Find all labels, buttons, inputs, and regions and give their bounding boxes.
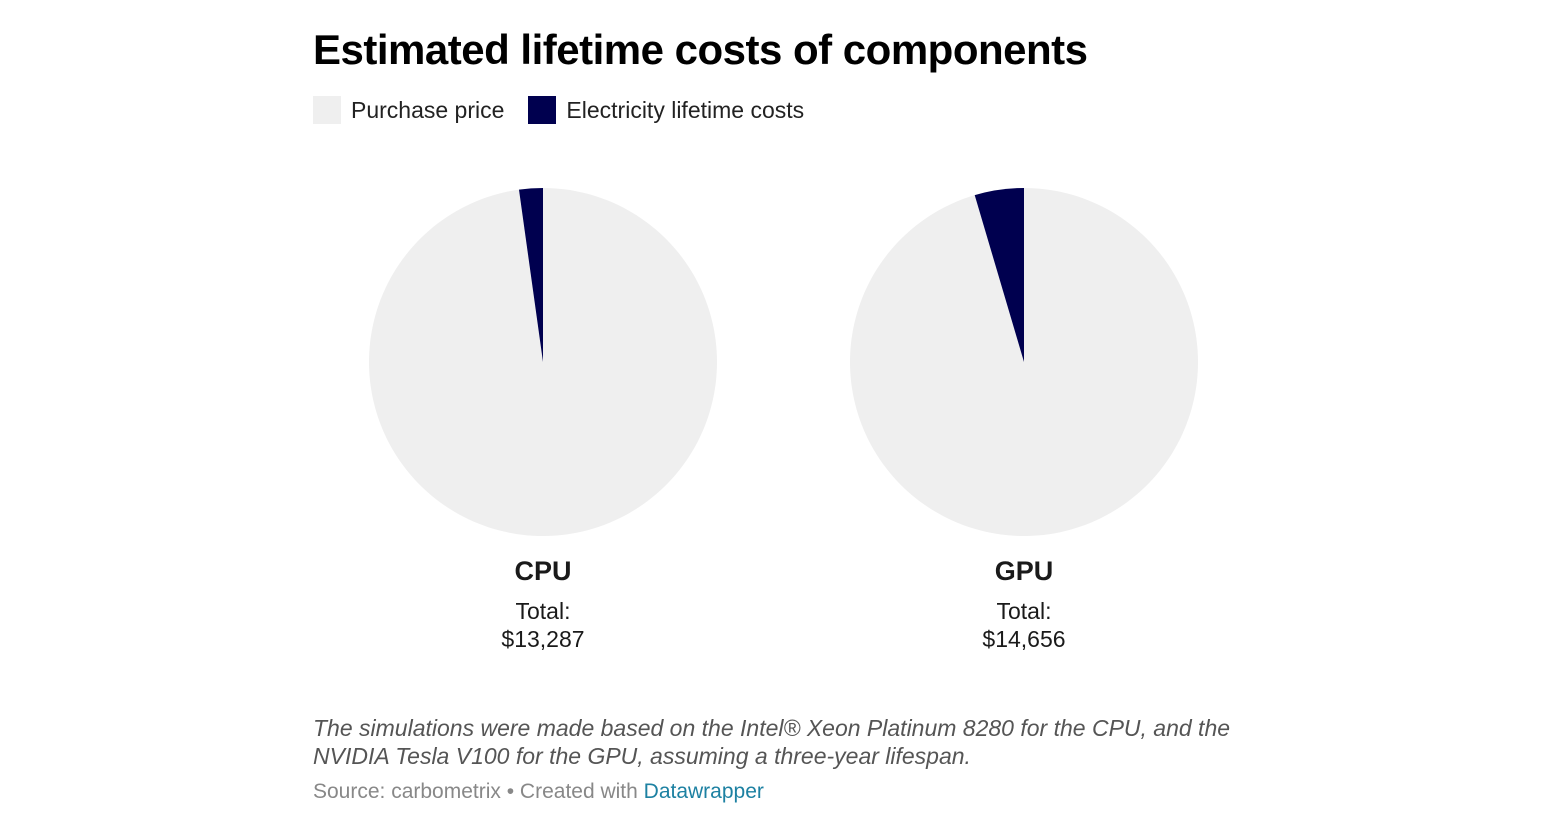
pie-block-cpu: CPU Total: $13,287 [367,186,719,653]
legend-label-electricity: Electricity lifetime costs [566,96,805,123]
chart-notes: The simulations were made based on the I… [313,715,1231,769]
pie-chart-gpu [850,188,1198,536]
pie-label-cpu: CPU [514,556,572,586]
pie-total-label-gpu: Total: [996,598,1052,624]
chart-title: Estimated lifetime costs of components [313,26,1088,73]
pie-total-value-gpu: $14,656 [982,626,1066,652]
pie-total-value-cpu: $13,287 [501,626,585,652]
legend-item-purchase-price: Purchase price [313,96,504,124]
pie-slice-gpu-electricity [974,188,1024,362]
pie-slice-cpu-electricity [518,188,543,362]
datawrapper-link[interactable]: Datawrapper [643,780,764,803]
legend-item-electricity: Electricity lifetime costs [528,96,804,124]
pie-block-gpu: GPU Total: $14,656 [848,186,1200,653]
legend-swatch-purchase-price [313,96,341,124]
source-text: Source: carbometrix • Created with [313,780,644,803]
pie-label-gpu: GPU [994,556,1054,586]
legend: Purchase price Electricity lifetime cost… [313,96,828,124]
pie-total-label-cpu: Total: [515,598,571,624]
legend-label-purchase-price: Purchase price [351,96,505,123]
legend-swatch-electricity [528,96,557,124]
source-line: Source: carbometrix • Created with Dataw… [313,780,764,804]
pie-chart-cpu [369,188,717,536]
